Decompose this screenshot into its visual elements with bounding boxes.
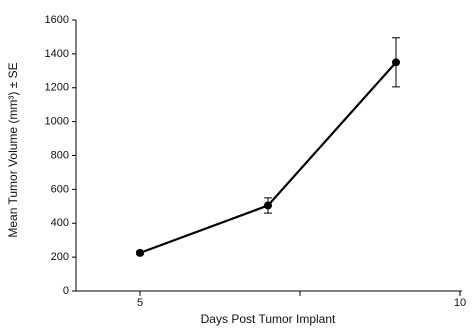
y-tick-label: 1200 [45,82,69,94]
y-tick-label: 0 [63,285,69,297]
y-tick-label: 400 [51,217,69,229]
y-tick-label: 600 [51,183,69,195]
point [136,248,144,257]
y-tick-label: 1600 [45,14,69,26]
y-tick-label: 1400 [45,48,69,60]
x-axis-title: Days Post Tumor Implant [201,312,336,326]
x-tick-label: 5 [137,297,143,309]
y-tick-label: 1000 [45,116,69,128]
y-tick-label: 200 [51,251,69,263]
point [392,58,400,67]
y-axis-title: Mean Tumor Volume (mm³) ± SE [6,62,20,237]
line [139,61,397,254]
y-tick-label: 800 [51,149,69,161]
point [264,201,272,210]
x-tick-label: 10 [454,297,466,309]
